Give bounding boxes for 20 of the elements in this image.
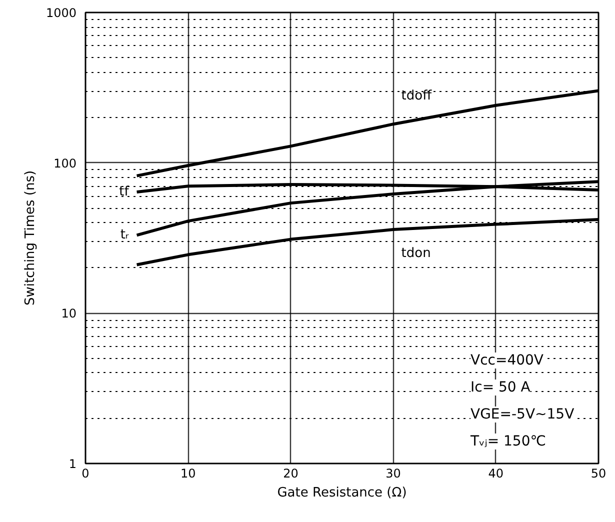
- series-label: tdon: [401, 246, 431, 262]
- annotation: VGE=-5V~15V: [470, 406, 575, 422]
- x-tick-label: 20: [283, 466, 298, 480]
- y-tick-label: 1: [68, 457, 77, 471]
- series-label: tᵣ: [120, 228, 130, 243]
- y-tick-label: 1000: [46, 6, 77, 20]
- series-label: tf: [119, 184, 130, 200]
- x-tick-label: 50: [590, 466, 606, 480]
- x-axis-title: Gate Resistance (Ω): [277, 486, 407, 500]
- x-tick-label: 0: [82, 466, 90, 480]
- y-tick-label: 100: [54, 156, 76, 170]
- annotation: Tᵥⱼ= 150℃: [470, 434, 546, 450]
- annotation: Ic= 50 A: [470, 380, 531, 396]
- x-tick-label: 30: [386, 466, 401, 480]
- x-tick-label: 40: [488, 466, 504, 480]
- annotation: Vcc=400V: [470, 352, 544, 368]
- x-tick-label: 10: [180, 466, 196, 480]
- series-label: tdoff: [401, 88, 433, 104]
- y-axis-title: Switching Times (ns): [22, 170, 38, 306]
- y-tick-label: 10: [61, 306, 77, 321]
